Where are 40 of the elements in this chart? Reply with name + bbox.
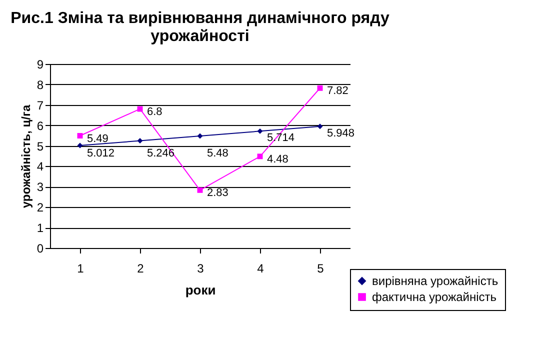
- text: Рис.1 Зміна та вирівнювання динамічного ряду: [10, 10, 390, 27]
- point: [77, 133, 83, 138]
- data-label: 5.246: [147, 147, 175, 160]
- point: [137, 106, 143, 112]
- data-label: 6.8: [147, 106, 162, 118]
- y-tick-label: 8: [36, 78, 44, 92]
- x-tick-label: 1: [77, 262, 84, 276]
- y-axis-title: урожайність, ц/га: [18, 104, 33, 208]
- y-tick-label: 9: [36, 58, 44, 72]
- data-label: 5.48: [207, 147, 228, 160]
- point: [257, 154, 263, 160]
- point: [197, 133, 203, 139]
- data-label: 7.82: [327, 85, 348, 98]
- point: [317, 85, 323, 91]
- x-axis-title: роки: [185, 282, 216, 298]
- x-tick-label: 5: [317, 262, 324, 276]
- data-label: 5.49: [87, 132, 108, 145]
- legend-label: вирівняна урожайність: [372, 274, 498, 288]
- y-tick-label: 2: [36, 200, 44, 215]
- y-tick-label: 0: [36, 242, 44, 256]
- legend-label: фактична урожайність: [372, 290, 497, 304]
- data-label: 5.948: [327, 127, 355, 140]
- y-tick-label: 5: [36, 139, 44, 154]
- x-tick-label: 2: [137, 262, 144, 276]
- point: [257, 128, 263, 134]
- point: [197, 187, 203, 193]
- point: [137, 138, 143, 144]
- y-tick-label: 6: [36, 118, 44, 133]
- point: [77, 142, 83, 148]
- x-tick-label: 4: [257, 262, 264, 276]
- point: [317, 124, 323, 130]
- y-tick-label: 7: [36, 98, 44, 112]
- text: урожайності: [150, 28, 250, 45]
- y-tick-label: 4: [36, 160, 44, 174]
- data-label: 2.83: [207, 187, 228, 200]
- data-label: 4.48: [267, 153, 288, 166]
- x-tick-label: 3: [197, 262, 204, 276]
- y-tick-label: 3: [36, 180, 44, 194]
- data-label: 5.012: [87, 147, 115, 160]
- y-tick-label: 1: [36, 221, 44, 236]
